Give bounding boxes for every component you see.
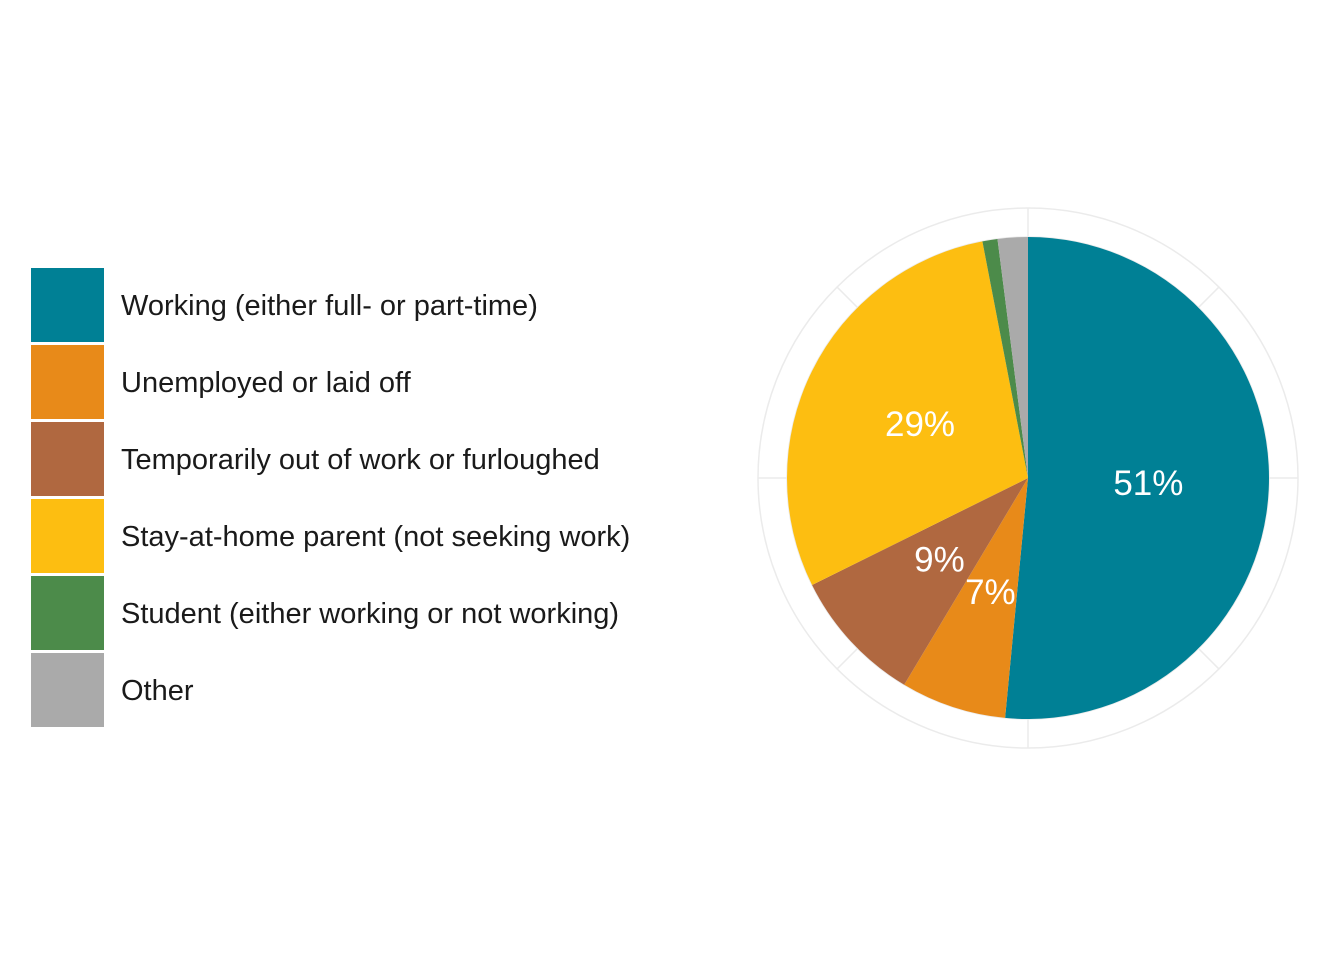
- pie-slice-working: [1005, 237, 1269, 719]
- chart-legend: Working (either full- or part-time) Unem…: [31, 268, 711, 730]
- pie-slice-unemployed: [904, 478, 1028, 718]
- legend-item-working: Working (either full- or part-time): [31, 268, 711, 345]
- legend-swatch-other: [31, 653, 104, 727]
- legend-label-temporarily-out: Temporarily out of work or furloughed: [121, 444, 600, 476]
- pie-label-unemployed: 7%: [965, 573, 1016, 612]
- legend-item-student: Student (either working or not working): [31, 576, 711, 653]
- pie-slice-student: [982, 238, 1028, 478]
- legend-item-other: Other: [31, 653, 711, 730]
- pie-label-temporarily-out: 9%: [914, 540, 965, 579]
- legend-label-student: Student (either working or not working): [121, 598, 620, 630]
- legend-swatch-working: [31, 268, 104, 342]
- legend-swatch-student: [31, 576, 104, 650]
- legend-label-other: Other: [121, 675, 194, 707]
- legend-item-unemployed: Unemployed or laid off: [31, 345, 711, 422]
- pie-slice-other: [997, 237, 1028, 478]
- legend-swatch-unemployed: [31, 345, 104, 419]
- pie-labels: 51% 7%9% 29%: [885, 405, 1183, 612]
- legend-label-stay-at-home: Stay-at-home parent (not seeking work): [121, 521, 631, 553]
- legend-swatch-stay-at-home: [31, 499, 104, 573]
- legend-item-stay-at-home: Stay-at-home parent (not seeking work): [31, 499, 711, 576]
- pie-label-working: 51%: [1113, 464, 1183, 503]
- legend-swatch-temporarily-out: [31, 422, 104, 496]
- pie-slice-temporarily-out: [812, 478, 1028, 685]
- legend-label-working: Working (either full- or part-time): [121, 290, 538, 322]
- legend-item-temporarily-out: Temporarily out of work or furloughed: [31, 422, 711, 499]
- pie-label-stay-at-home: 29%: [885, 405, 955, 444]
- pie-slices: [787, 237, 1269, 719]
- legend-label-unemployed: Unemployed or laid off: [121, 367, 411, 399]
- pie-slice-stay-at-home: [787, 241, 1028, 586]
- pie-chart: 51% 7%9% 29%: [757, 207, 1299, 749]
